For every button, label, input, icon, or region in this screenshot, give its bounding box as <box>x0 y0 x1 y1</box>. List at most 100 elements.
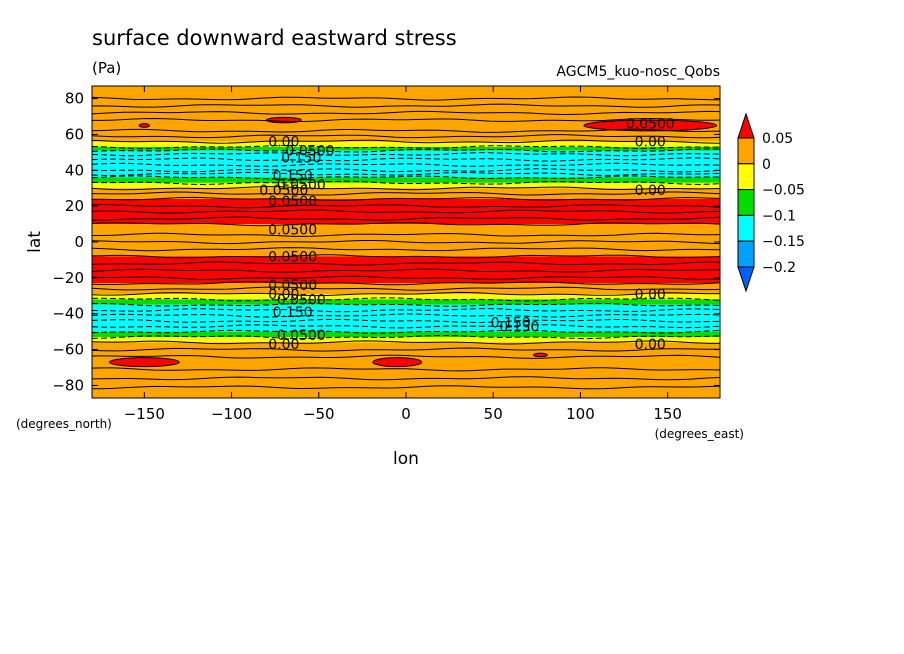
y-tick-label: −40 <box>52 305 84 323</box>
contour-line <box>92 281 720 286</box>
contour-line <box>92 191 720 196</box>
contour-label: 0.00 <box>635 337 666 353</box>
contour-line <box>92 152 720 157</box>
local-maxima <box>108 116 718 368</box>
y-tick-label: −60 <box>52 341 84 359</box>
band <box>92 188 720 199</box>
contour-line <box>92 354 720 359</box>
chart-title: surface downward eastward stress <box>92 26 457 50</box>
contour-line <box>92 171 720 177</box>
contour-line <box>92 103 720 108</box>
colorbar-label: 0.05 <box>762 131 793 147</box>
colorbar-swatch <box>737 189 755 216</box>
colorbar-swatch <box>737 214 755 242</box>
contour-lines <box>92 96 720 390</box>
contour-line <box>92 308 720 313</box>
contour-line <box>92 376 720 381</box>
contour-label: 0.0500 <box>268 222 317 238</box>
colorbar: 0.05 0 −0.05 −0.1 −0.15 −0.2 <box>737 112 805 293</box>
contour-line <box>92 216 720 221</box>
contour-line <box>92 139 720 144</box>
contour-line <box>92 148 720 153</box>
contour-line <box>92 175 720 180</box>
plot-area: 0.000.05000.1500.1500.05000.05000.05000.… <box>92 86 720 398</box>
colorbar-arrow-bottom <box>737 266 755 293</box>
band <box>92 146 720 151</box>
band <box>92 150 720 178</box>
contour-label: 0.150 <box>499 319 539 335</box>
colorbar-label: −0.05 <box>762 183 805 199</box>
maximum-blob <box>583 119 718 132</box>
y-tick-label: −20 <box>52 269 84 287</box>
x-axis-label: lon <box>393 449 419 469</box>
x-tick-label: −150 <box>124 405 165 423</box>
contour-line <box>92 180 720 185</box>
contour-line <box>92 302 720 307</box>
contour-line <box>92 117 720 122</box>
contour-line <box>92 157 720 162</box>
x-tick-label: −100 <box>211 405 252 423</box>
contour-line <box>92 247 720 252</box>
contour-line <box>92 186 720 191</box>
contour-label: 0.150 <box>273 305 313 321</box>
x-tick-label: 150 <box>653 405 682 423</box>
band <box>92 299 720 305</box>
y-axis-unit: (degrees_north) <box>16 417 112 431</box>
x-tick-label: 50 <box>484 405 503 423</box>
maximum-blob <box>138 123 151 128</box>
y-tick-label: 80 <box>65 90 84 108</box>
contour-line <box>92 254 720 259</box>
contour-label: 0.00 <box>268 135 299 151</box>
contour-line <box>92 367 720 372</box>
contour-line <box>92 240 720 245</box>
contour-line <box>92 261 720 266</box>
contour-line <box>92 134 720 139</box>
maximum-blob <box>372 357 423 368</box>
contour-label: 0.0500 <box>626 117 675 133</box>
y-tick-label: 60 <box>65 125 84 143</box>
band <box>92 177 720 183</box>
contour-label: 0.00 <box>268 287 299 303</box>
band <box>92 294 720 300</box>
y-axis-label: lat <box>25 231 45 253</box>
x-axis-unit: (degrees_east) <box>655 427 744 441</box>
band <box>92 182 720 189</box>
contour-label: 0.150 <box>273 169 313 185</box>
band <box>92 283 720 294</box>
colorbar-swatch <box>737 137 755 165</box>
contour-line <box>92 96 720 101</box>
contour-line <box>92 385 720 390</box>
maximum-blob <box>108 357 180 368</box>
contour-label: 0.0500 <box>286 144 335 160</box>
contour-line <box>92 297 720 302</box>
contour-label: 0.0500 <box>259 183 308 199</box>
band <box>92 337 720 343</box>
contour-line <box>92 128 720 133</box>
contour-label: 0.00 <box>635 183 666 199</box>
x-tick-label: 0 <box>401 405 411 423</box>
colorbar-arrow-top <box>737 112 755 139</box>
contour-line <box>92 291 720 297</box>
y-tick-label: 20 <box>65 197 84 215</box>
colorbar-label: 0 <box>762 157 771 173</box>
contour-line <box>92 144 720 150</box>
run-label: AGCM5_kuo-nosc_Qobs <box>556 64 720 80</box>
y-tick-label: −80 <box>52 376 84 394</box>
contour-line <box>92 204 720 209</box>
y-tick-label: 0 <box>74 233 84 251</box>
colorbar-label: −0.2 <box>762 260 796 276</box>
contour-label: 0.0500 <box>277 328 326 344</box>
contour-label: 0.150 <box>281 151 321 167</box>
contour-line <box>92 168 720 173</box>
band <box>92 331 720 338</box>
contour-line <box>92 340 720 345</box>
x-axis-ticks: −150 −100 −50 0 50 100 150 <box>124 86 682 423</box>
contour-label: 0.00 <box>635 287 666 303</box>
colorbar-label: −0.15 <box>762 234 805 250</box>
colorbar-swatch <box>737 163 755 191</box>
contour-line <box>92 318 720 324</box>
contour-label: 0.00 <box>635 135 666 151</box>
x-tick-label: 100 <box>566 405 595 423</box>
contour-label: 0.0500 <box>268 194 317 210</box>
y-axis-ticks: 80 60 40 20 0 −20 −40 −60 −80 <box>52 90 720 394</box>
